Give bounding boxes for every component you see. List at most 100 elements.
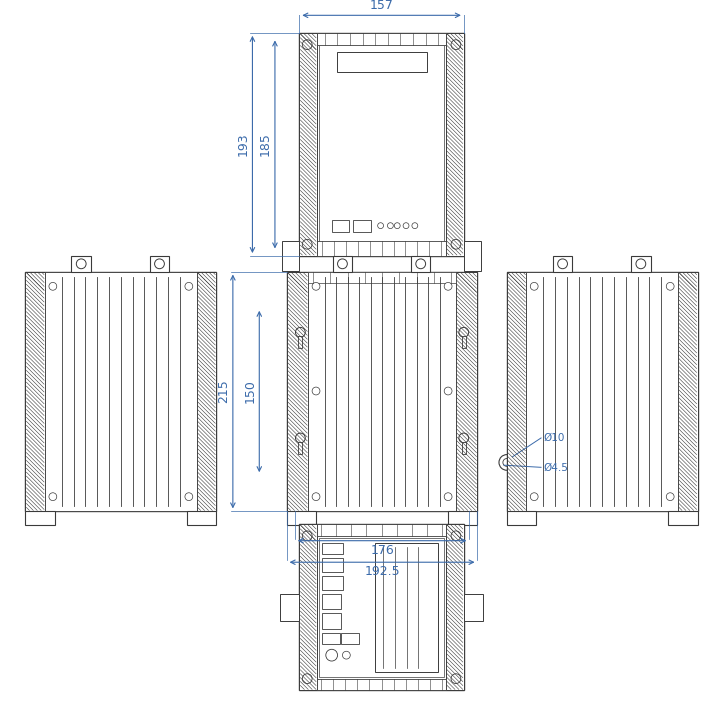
Bar [322, 593, 341, 609]
Circle shape [530, 282, 538, 290]
Circle shape [302, 40, 312, 50]
Bar [322, 559, 344, 572]
Bar [507, 272, 697, 511]
Circle shape [636, 259, 646, 269]
Bar [149, 256, 169, 272]
Circle shape [338, 259, 347, 269]
Bar [308, 272, 456, 511]
Circle shape [503, 459, 510, 467]
Bar [456, 272, 478, 511]
Bar [280, 593, 299, 621]
Bar [448, 511, 478, 525]
Bar [462, 336, 465, 348]
Bar [376, 542, 438, 672]
Circle shape [185, 282, 193, 290]
Bar [317, 241, 446, 256]
Circle shape [302, 674, 312, 683]
Bar [299, 524, 317, 690]
Bar [25, 272, 216, 511]
Circle shape [387, 223, 394, 229]
Circle shape [444, 282, 452, 290]
Bar [464, 241, 481, 270]
Bar [341, 633, 359, 644]
Circle shape [451, 674, 461, 683]
Circle shape [296, 433, 305, 443]
Circle shape [444, 493, 452, 501]
Circle shape [185, 493, 193, 501]
Circle shape [451, 239, 461, 249]
Circle shape [378, 223, 384, 229]
Circle shape [403, 223, 409, 229]
Bar [317, 524, 446, 536]
Bar [299, 33, 464, 256]
Circle shape [49, 282, 57, 290]
Bar [462, 442, 465, 454]
Circle shape [666, 282, 674, 290]
Bar [322, 633, 339, 644]
Circle shape [666, 493, 674, 501]
Circle shape [459, 433, 468, 443]
Bar [331, 219, 349, 232]
Circle shape [416, 259, 426, 269]
Bar [464, 593, 484, 621]
Bar [322, 542, 344, 554]
Bar [411, 256, 431, 272]
Bar [317, 33, 446, 45]
Bar [286, 511, 316, 525]
Bar [72, 256, 91, 272]
Bar [322, 613, 341, 629]
Bar [187, 511, 216, 525]
Text: 192.5: 192.5 [364, 565, 400, 578]
Bar [526, 272, 678, 511]
Text: 215: 215 [217, 379, 230, 404]
Circle shape [302, 239, 312, 249]
Bar [353, 219, 370, 232]
Circle shape [342, 651, 350, 659]
Circle shape [76, 259, 86, 269]
Text: 176: 176 [370, 544, 394, 556]
Circle shape [459, 327, 468, 337]
Bar [552, 256, 572, 272]
Bar [319, 45, 444, 241]
Bar [308, 272, 456, 283]
Circle shape [451, 531, 461, 541]
Circle shape [312, 493, 320, 501]
Bar [446, 524, 464, 690]
Bar [25, 272, 45, 511]
Bar [286, 272, 478, 511]
Bar [322, 576, 344, 590]
Bar [668, 511, 697, 525]
Bar [446, 33, 464, 256]
Circle shape [326, 649, 338, 661]
Bar [299, 336, 302, 348]
Circle shape [312, 282, 320, 290]
Text: 193: 193 [236, 132, 249, 156]
Text: 150: 150 [244, 379, 257, 404]
Bar [196, 272, 216, 511]
Bar [299, 442, 302, 454]
Bar [282, 241, 299, 270]
Circle shape [451, 40, 461, 50]
Text: Ø10: Ø10 [543, 433, 564, 443]
Bar [317, 679, 446, 690]
Bar [678, 272, 697, 511]
Bar [299, 33, 317, 256]
Circle shape [154, 259, 165, 269]
Bar [507, 272, 526, 511]
Bar [336, 52, 426, 72]
Bar [286, 272, 308, 511]
Bar [45, 272, 196, 511]
Circle shape [499, 455, 515, 470]
Circle shape [558, 259, 568, 269]
Bar [631, 256, 650, 272]
Bar [333, 256, 352, 272]
Bar [25, 511, 55, 525]
Circle shape [394, 223, 400, 229]
Text: Ø4.5: Ø4.5 [543, 462, 568, 472]
Bar [319, 538, 444, 677]
Circle shape [302, 531, 312, 541]
Circle shape [296, 327, 305, 337]
Circle shape [312, 387, 320, 395]
Circle shape [530, 493, 538, 501]
Circle shape [444, 387, 452, 395]
